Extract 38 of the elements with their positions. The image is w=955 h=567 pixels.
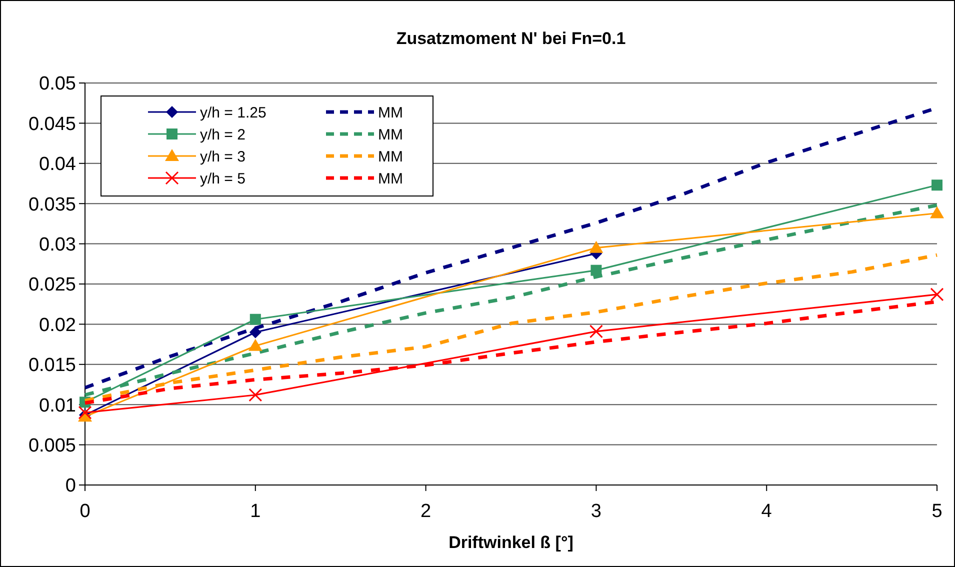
x-tick-label: 1 xyxy=(250,501,261,522)
y-tick-label: 0 xyxy=(65,476,76,497)
x-tick-label: 4 xyxy=(761,501,772,522)
point xyxy=(248,338,262,351)
x-tick-label: 3 xyxy=(590,501,602,522)
point xyxy=(930,288,944,302)
y-tick-label: 0.015 xyxy=(28,355,76,376)
legend-label: MM xyxy=(378,104,403,122)
legend-label: MM xyxy=(378,148,403,166)
y-tick-label: 0.04 xyxy=(39,154,76,176)
point xyxy=(248,388,262,402)
chart-title: Zusatzmoment N' bei Fn=0.1 xyxy=(396,29,626,48)
y-tick-label: 0.03 xyxy=(39,234,76,256)
point xyxy=(589,324,603,338)
point xyxy=(249,326,262,338)
point xyxy=(250,314,261,325)
point xyxy=(590,264,602,276)
x-axis-title: Driftwinkel ß [°] xyxy=(448,533,574,552)
y-tick-label: 0.025 xyxy=(28,274,76,296)
legend-label: y/h = 5 xyxy=(200,170,246,188)
legend-label: MM xyxy=(378,126,403,144)
legend-label: y/h = 1.25 xyxy=(200,104,266,122)
y-tick-label: 0.05 xyxy=(39,74,76,95)
y-tick-label: 0.045 xyxy=(28,114,76,135)
y-tick-label: 0.035 xyxy=(28,194,76,216)
point xyxy=(78,406,92,420)
point xyxy=(589,240,604,253)
x-tick-label: 2 xyxy=(420,501,432,522)
x-tick-label: 0 xyxy=(80,501,90,522)
y-tick-label: 0.02 xyxy=(39,314,76,336)
point xyxy=(932,180,942,191)
y-tick-label: 0.01 xyxy=(39,395,76,416)
point xyxy=(930,206,944,218)
legend-label: MM xyxy=(378,170,403,188)
legend-label: y/h = 2 xyxy=(200,126,246,144)
x-tick-label: 5 xyxy=(932,501,942,522)
y-tick-label: 0.005 xyxy=(28,435,76,456)
legend-label: y/h = 3 xyxy=(200,148,246,166)
